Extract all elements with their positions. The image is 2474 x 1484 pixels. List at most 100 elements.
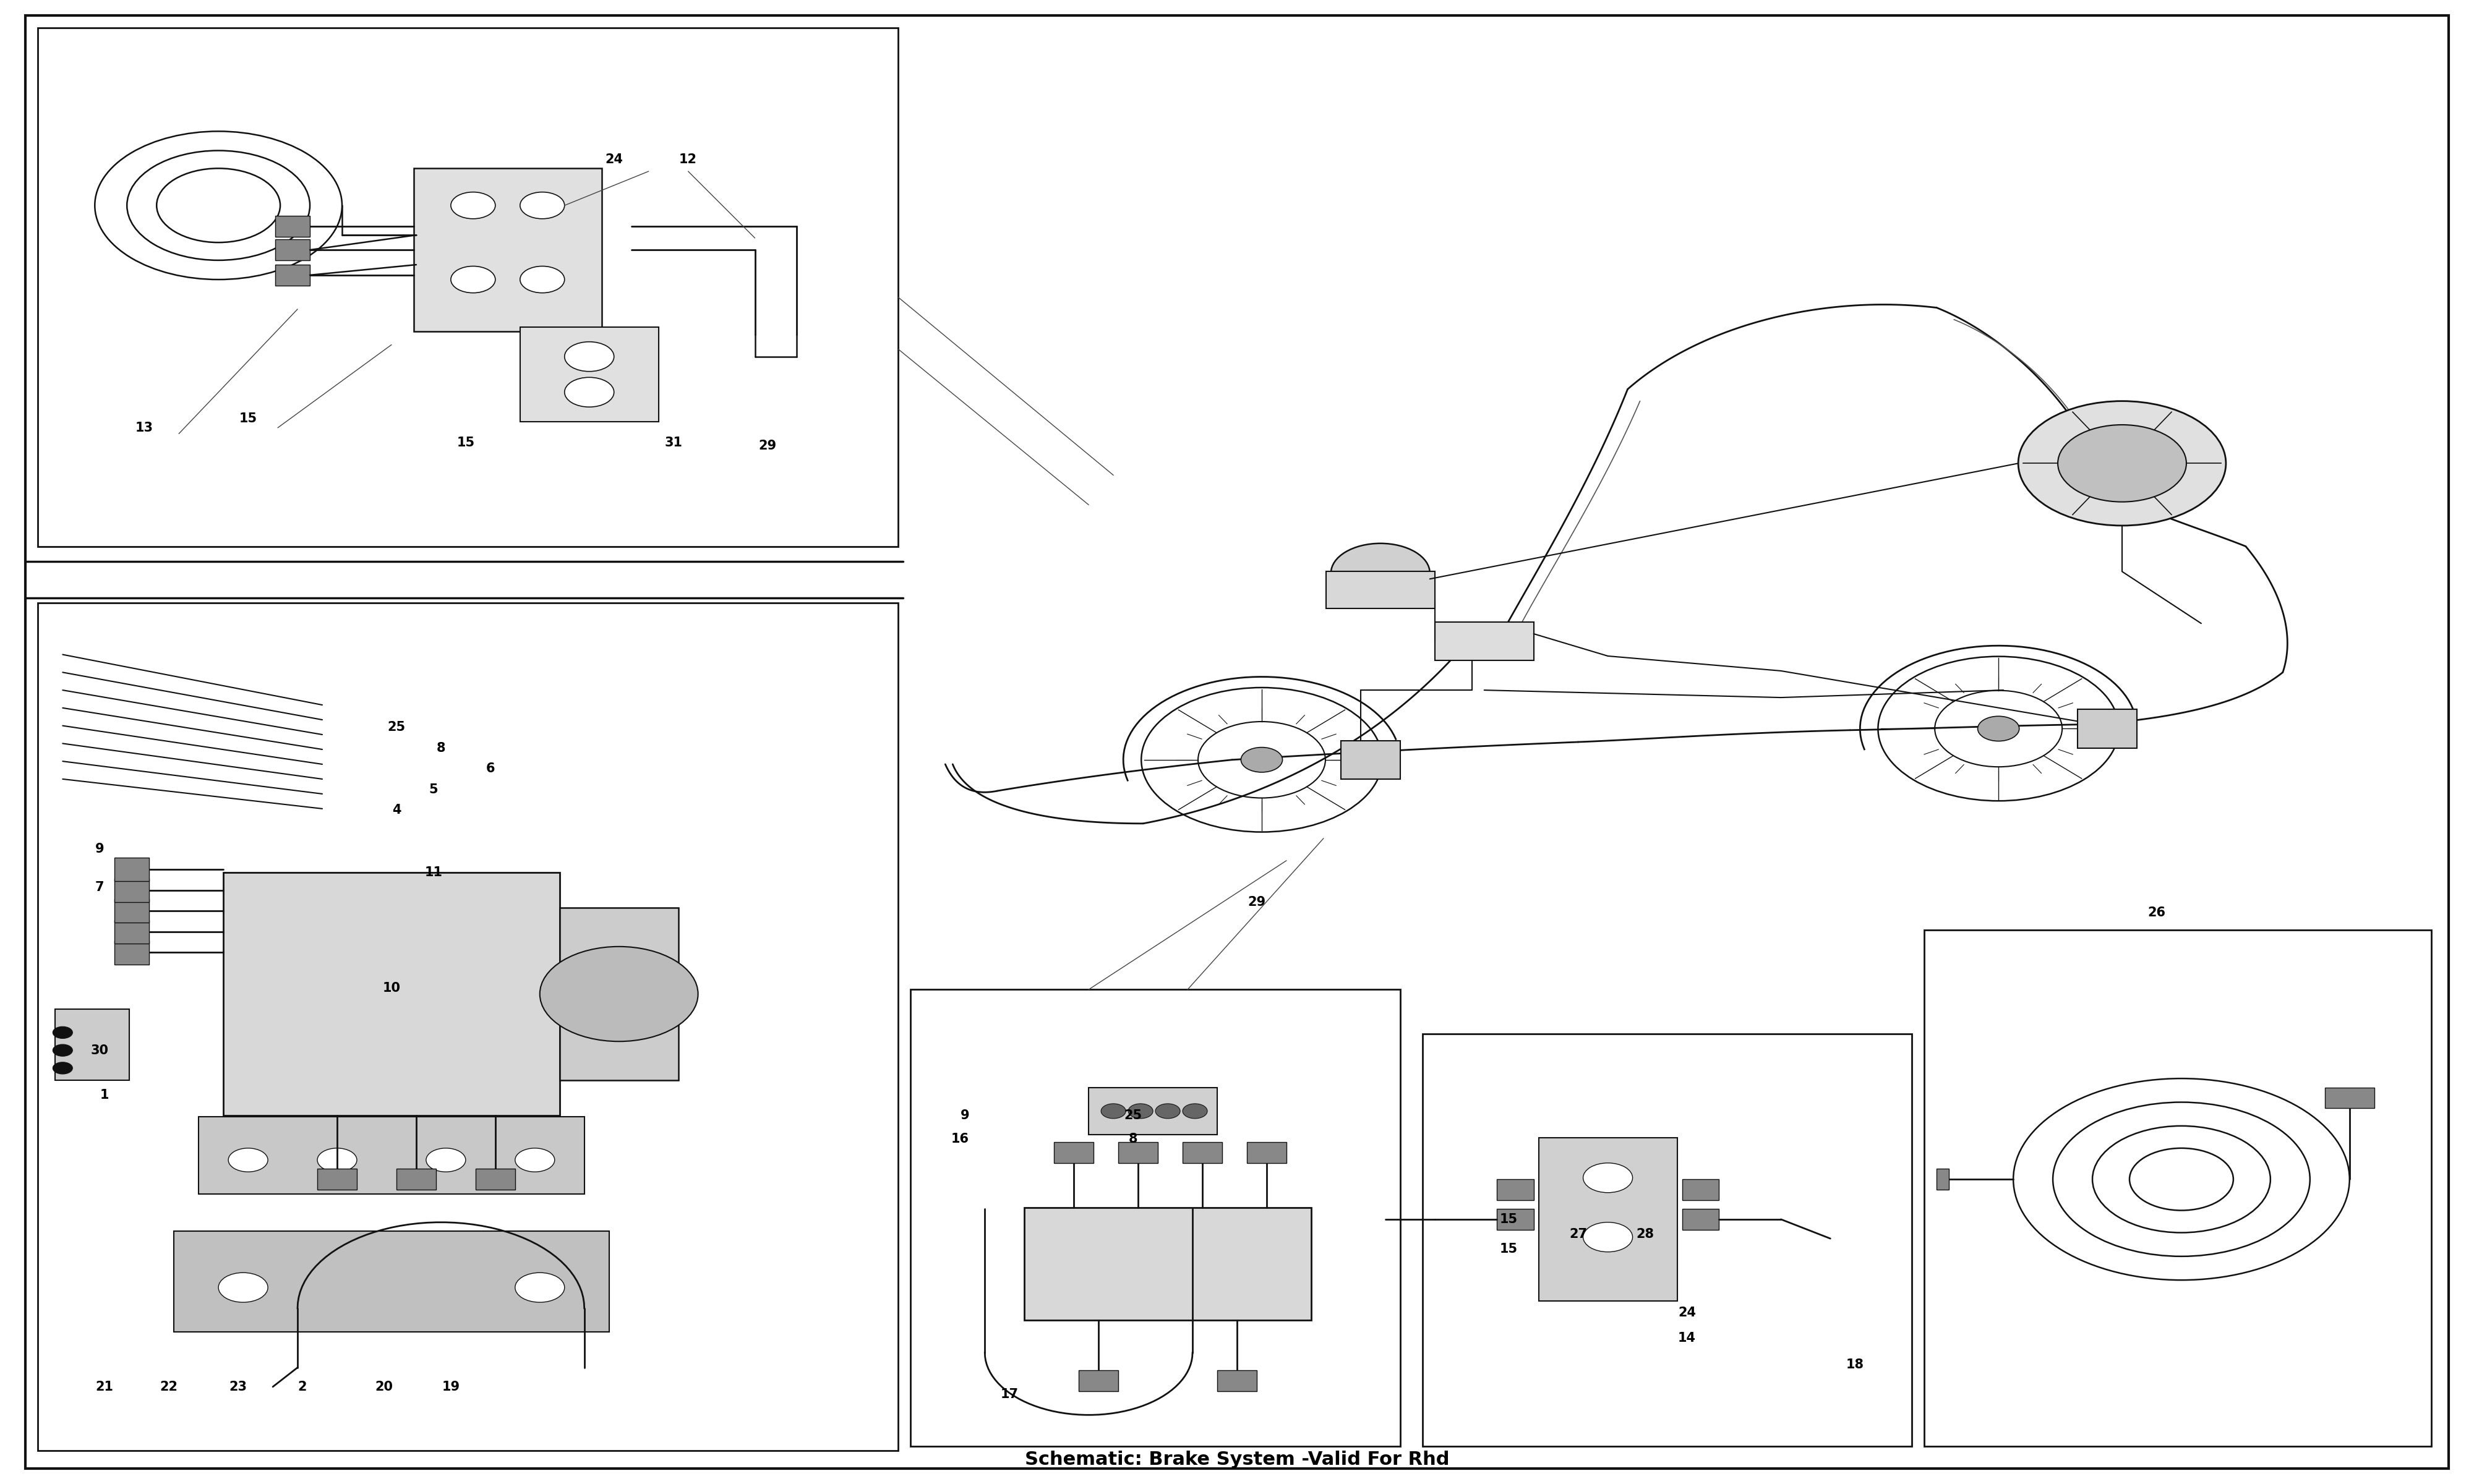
Bar — [1925, 930, 2432, 1445]
Bar — [317, 1169, 356, 1190]
Bar — [114, 899, 148, 923]
Bar — [396, 1169, 435, 1190]
Bar — [1341, 741, 1400, 779]
Text: 15: 15 — [240, 413, 257, 424]
Bar — [413, 168, 601, 331]
Bar — [1118, 1143, 1158, 1163]
Bar — [275, 215, 309, 236]
Bar — [559, 908, 678, 1080]
Circle shape — [2058, 424, 2187, 502]
Bar — [1497, 1209, 1534, 1230]
Bar — [223, 873, 559, 1116]
Circle shape — [1101, 1104, 1126, 1119]
Bar — [173, 1232, 609, 1333]
Text: 5: 5 — [428, 784, 438, 795]
Text: 1: 1 — [101, 1089, 109, 1101]
Circle shape — [539, 947, 698, 1042]
Text: 28: 28 — [1635, 1227, 1655, 1241]
Bar — [520, 326, 658, 421]
Text: 24: 24 — [606, 153, 623, 166]
Circle shape — [1155, 1104, 1180, 1119]
Bar — [54, 1009, 129, 1080]
Text: 30: 30 — [92, 1045, 109, 1057]
Circle shape — [515, 1149, 554, 1172]
Text: 4: 4 — [391, 804, 401, 816]
Bar — [475, 1169, 515, 1190]
Text: 11: 11 — [426, 867, 443, 879]
Circle shape — [564, 341, 614, 371]
Bar — [2078, 709, 2138, 748]
Bar — [114, 941, 148, 965]
Text: 18: 18 — [1846, 1358, 1863, 1371]
Bar — [37, 28, 898, 546]
Bar — [37, 603, 898, 1450]
Circle shape — [515, 1273, 564, 1303]
Text: 21: 21 — [96, 1380, 114, 1393]
Circle shape — [1583, 1163, 1633, 1193]
Text: 15: 15 — [1499, 1212, 1519, 1226]
Text: 27: 27 — [1569, 1227, 1588, 1241]
Bar — [1539, 1138, 1677, 1301]
Text: 26: 26 — [2147, 907, 2165, 919]
Text: 17: 17 — [999, 1388, 1019, 1401]
Circle shape — [1977, 717, 2019, 741]
Bar — [275, 239, 309, 260]
Text: 15: 15 — [458, 436, 475, 448]
Bar — [1079, 1371, 1118, 1391]
Circle shape — [426, 1149, 465, 1172]
Text: 8: 8 — [435, 742, 445, 754]
Circle shape — [450, 266, 495, 292]
Text: 6: 6 — [485, 763, 495, 775]
Text: 31: 31 — [666, 436, 683, 448]
Text: 10: 10 — [383, 982, 401, 994]
Bar — [114, 858, 148, 881]
Bar — [114, 920, 148, 944]
Text: 12: 12 — [680, 153, 698, 166]
Text: Schematic: Brake System -Valid For Rhd: Schematic: Brake System -Valid For Rhd — [1024, 1450, 1450, 1468]
Bar — [198, 1117, 584, 1195]
Circle shape — [2019, 401, 2227, 525]
Text: 14: 14 — [1677, 1331, 1695, 1345]
Text: 13: 13 — [136, 421, 153, 433]
Circle shape — [1128, 1104, 1153, 1119]
Bar — [1937, 1169, 1950, 1190]
Text: 9: 9 — [94, 843, 104, 855]
Circle shape — [520, 266, 564, 292]
Bar — [1024, 1208, 1311, 1321]
Circle shape — [1242, 748, 1282, 772]
Circle shape — [1331, 543, 1430, 603]
Bar — [1247, 1143, 1286, 1163]
Text: 19: 19 — [443, 1380, 460, 1393]
Text: 29: 29 — [1247, 896, 1267, 908]
Circle shape — [52, 1063, 72, 1074]
Text: 22: 22 — [161, 1380, 178, 1393]
Circle shape — [228, 1149, 267, 1172]
Bar — [1682, 1209, 1719, 1230]
Circle shape — [52, 1045, 72, 1057]
Text: 20: 20 — [376, 1380, 393, 1393]
Text: 29: 29 — [757, 439, 777, 451]
Circle shape — [52, 1027, 72, 1039]
Text: 25: 25 — [1123, 1110, 1143, 1122]
Bar — [910, 990, 1400, 1445]
Bar — [1326, 571, 1435, 608]
Text: 8: 8 — [1128, 1134, 1138, 1146]
Bar — [1217, 1371, 1257, 1391]
Bar — [1682, 1180, 1719, 1201]
Text: 2: 2 — [297, 1380, 307, 1393]
Text: 23: 23 — [230, 1380, 247, 1393]
Bar — [1183, 1143, 1222, 1163]
Bar — [1497, 1180, 1534, 1201]
Bar — [2326, 1088, 2375, 1109]
Circle shape — [317, 1149, 356, 1172]
Text: 15: 15 — [1499, 1242, 1519, 1255]
Bar — [1089, 1088, 1217, 1135]
Circle shape — [450, 191, 495, 218]
Bar — [1435, 622, 1534, 660]
Circle shape — [520, 191, 564, 218]
Circle shape — [1183, 1104, 1207, 1119]
Text: 9: 9 — [960, 1110, 970, 1122]
Bar — [275, 264, 309, 285]
Text: 24: 24 — [1677, 1306, 1695, 1319]
Text: 7: 7 — [96, 881, 104, 893]
